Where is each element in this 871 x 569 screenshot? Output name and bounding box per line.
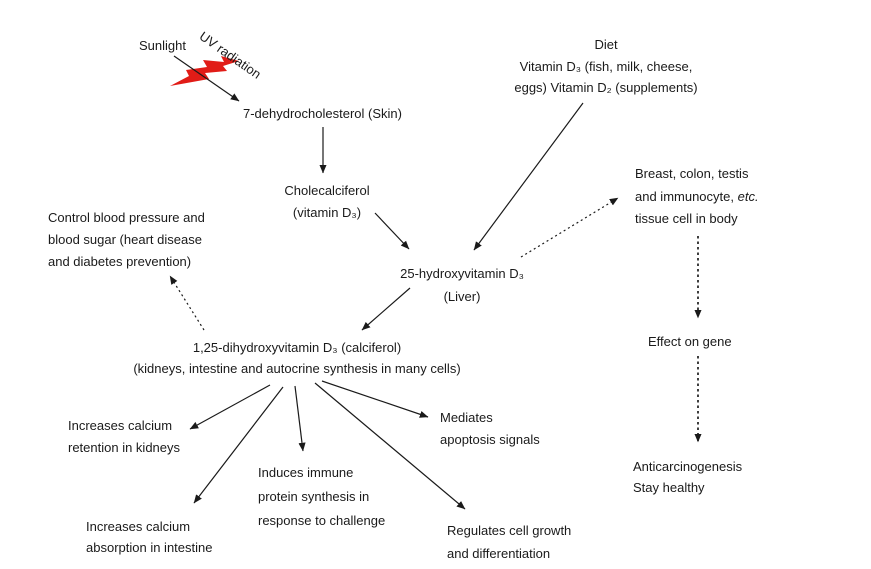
calcitriol-line1: 1,25-dihydroxyvitamin D₃ (calciferol) [192,340,402,355]
anticarcinogenesis-line1: Anticarcinogenesis [633,459,743,474]
tissue-line2: and immunocyte, etc. [635,186,759,209]
blood-line1: Control blood pressure and [48,210,205,225]
immune-line1: Induces immune [258,465,354,480]
diet-line2: eggs) Vitamin D₂ (supplements) [514,80,698,95]
skin-node: 7-dehydrocholesterol (Skin) [243,106,402,121]
absorption-line2: absorption in intestine [86,540,213,555]
tissue-line3: tissue cell in body [635,211,738,226]
retention-line2: retention in kidneys [68,440,181,455]
uv-radiation-label: UV radiation [196,28,264,82]
immune-line3: response to challenge [258,513,386,528]
growth-line2: and differentiation [447,546,551,561]
arrow-25oh-to-tissue-dashed [520,197,619,258]
arrow-calcitriol-to-retention [189,384,271,430]
calcitriol-node: 1,25-dihydroxyvitamin D₃ (calciferol) (k… [97,338,497,379]
arrow-calcitriol-to-blood-dotted [169,275,205,331]
retention-line1: Increases calcium [68,418,173,433]
calcium-retention-node: Increases calcium retention in kidneys [68,415,180,459]
25-hydroxyvitamin-node: 25-hydroxyvitamin D₃ (Liver) [382,262,542,308]
diet-line1: Vitamin D₃ (fish, milk, cheese, [519,58,693,74]
effect-on-gene-node: Effect on gene [648,334,732,349]
cell-growth-node: Regulates cell growth and differentiatio… [447,519,571,565]
apoptosis-line2: apoptosis signals [440,432,540,447]
apoptosis-line1: Mediates [440,410,493,425]
blood-pressure-node: Control blood pressure and blood sugar (… [48,207,205,273]
tissue-line2-text: and immunocyte, [635,188,738,204]
tissue-line1: Breast, colon, testis [635,166,749,181]
blood-line3: and diabetes prevention) [48,254,192,269]
calcitriol-line2: (kidneys, intestine and autocrine synthe… [133,360,461,376]
25oh-line1: 25-hydroxyvitamin D₃ [400,266,524,281]
arrow-calcitriol-to-immune [294,385,306,452]
cholecalciferol-line2: (vitamin D₃) [292,205,362,220]
diet-title: Diet [594,37,618,52]
absorption-line1: Increases calcium [86,519,191,534]
tissue-cell-node: Breast, colon, testis and immunocyte, et… [635,163,759,231]
cholecalciferol-line1: Cholecalciferol [284,183,370,198]
arrow-calcitriol-to-apoptosis [321,380,429,418]
cholecalciferol-node: Cholecalciferol (vitamin D₃) [262,180,392,224]
arrow-diet-to-25oh [473,102,584,251]
growth-line1: Regulates cell growth [447,523,572,538]
anticarcinogenesis-node: Anticarcinogenesis Stay healthy [633,456,742,498]
calcium-absorption-node: Increases calcium absorption in intestin… [86,516,212,558]
25oh-line2: (Liver) [443,289,481,304]
apoptosis-node: Mediates apoptosis signals [440,407,540,451]
blood-line2: blood sugar (heart disease [48,232,202,247]
anticarcinogenesis-line2: Stay healthy [633,480,705,495]
sunlight-label: Sunlight [139,38,186,53]
tissue-line2-etc: etc. [737,188,759,204]
diet-node: Diet Vitamin D₃ (fish, milk, cheese, egg… [488,34,724,99]
immune-line2: protein synthesis in [258,489,370,504]
immune-protein-node: Induces immune protein synthesis in resp… [258,461,385,533]
